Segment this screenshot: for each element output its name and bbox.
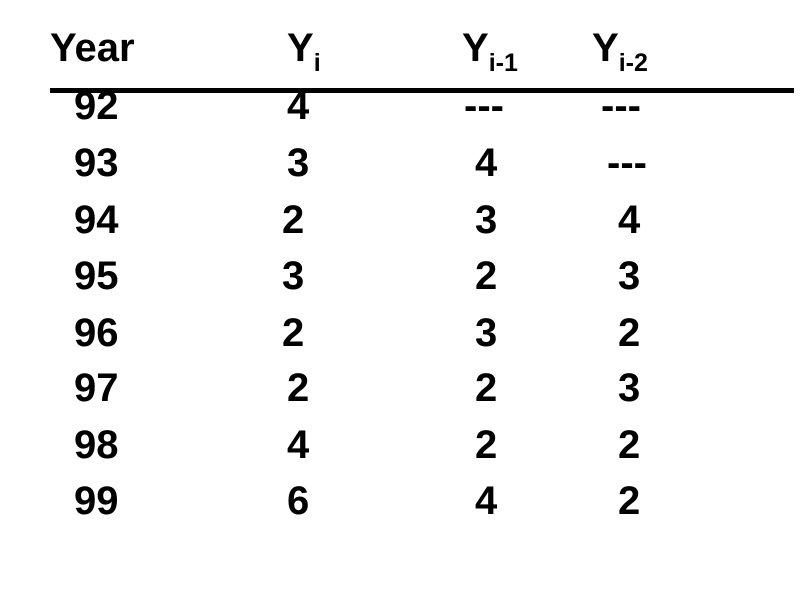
cell-yi-minus-2: --- bbox=[607, 141, 647, 185]
cell-yi: 2 bbox=[282, 198, 305, 242]
cell-year: 93 bbox=[74, 141, 119, 185]
cell-yi-minus-2: 2 bbox=[618, 311, 641, 355]
cell-year: 94 bbox=[74, 198, 119, 242]
cell-yi-minus-1: 2 bbox=[475, 254, 498, 298]
cell-yi: 3 bbox=[287, 141, 310, 185]
cell-yi-minus-1: 2 bbox=[475, 366, 498, 410]
header-yi: Yi bbox=[287, 26, 321, 77]
cell-year: 95 bbox=[74, 254, 119, 298]
cell-yi-minus-1: 4 bbox=[475, 141, 498, 185]
cell-yi-minus-1: 3 bbox=[475, 311, 498, 355]
cell-yi-minus-1: 2 bbox=[475, 423, 498, 467]
cell-yi-minus-2: 4 bbox=[618, 198, 641, 242]
cell-yi-minus-2: 2 bbox=[618, 423, 641, 467]
cell-yi-minus-1: 3 bbox=[475, 198, 498, 242]
cell-year: 98 bbox=[74, 423, 119, 467]
header-yi-minus-1-subscript: i-1 bbox=[488, 49, 518, 77]
header-yi-minus-2-base: Y bbox=[592, 26, 619, 70]
header-yi-minus-1: Yi-1 bbox=[462, 26, 518, 77]
cell-yi-minus-1: 4 bbox=[475, 479, 498, 523]
cell-year: 96 bbox=[74, 311, 119, 355]
cell-yi: 4 bbox=[287, 84, 310, 128]
cell-yi: 6 bbox=[287, 479, 310, 523]
header-yi-subscript: i bbox=[313, 49, 321, 77]
header-yi-minus-2: Yi-2 bbox=[592, 26, 648, 77]
cell-yi: 2 bbox=[287, 366, 310, 410]
cell-year: 92 bbox=[74, 84, 119, 128]
cell-year: 97 bbox=[74, 366, 119, 410]
cell-yi: 3 bbox=[282, 254, 305, 298]
header-yi-minus-1-base: Y bbox=[462, 26, 489, 70]
cell-yi-minus-2: --- bbox=[601, 84, 641, 128]
header-yi-minus-2-subscript: i-2 bbox=[618, 49, 648, 77]
header-year: Year bbox=[50, 26, 135, 70]
cell-year: 99 bbox=[74, 479, 119, 523]
cell-yi-minus-1: --- bbox=[464, 84, 504, 128]
cell-yi-minus-2: 3 bbox=[618, 366, 641, 410]
cell-yi-minus-2: 3 bbox=[618, 254, 641, 298]
header-divider bbox=[50, 88, 794, 93]
header-yi-base: Y bbox=[287, 26, 314, 70]
cell-yi: 4 bbox=[287, 423, 310, 467]
cell-yi-minus-2: 2 bbox=[618, 479, 641, 523]
cell-yi: 2 bbox=[282, 311, 305, 355]
